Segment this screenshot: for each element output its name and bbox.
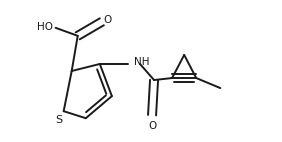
Text: O: O <box>149 121 157 131</box>
Text: NH: NH <box>134 57 149 67</box>
Text: O: O <box>103 15 112 25</box>
Text: HO: HO <box>37 22 52 32</box>
Text: S: S <box>55 115 62 125</box>
